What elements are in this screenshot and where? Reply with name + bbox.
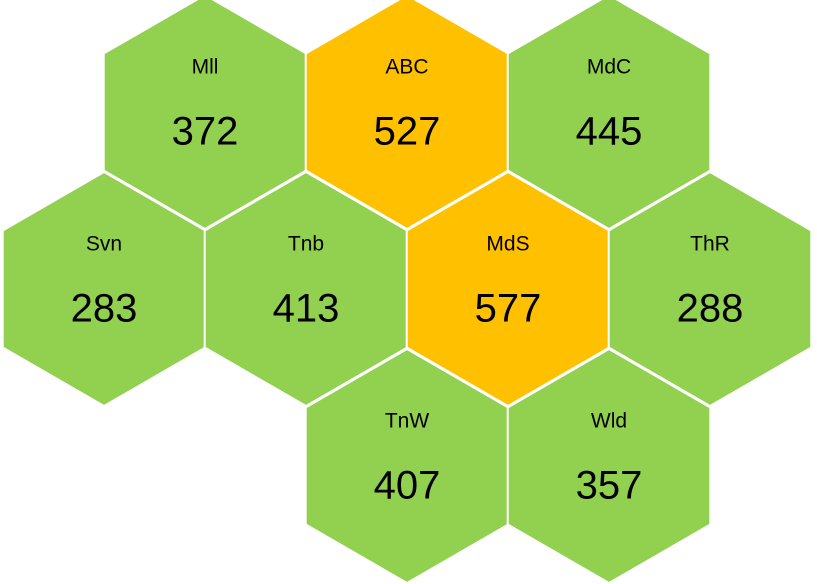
tile-label: TnW bbox=[385, 410, 430, 433]
hex-tile bbox=[607, 170, 813, 408]
tile-value: 357 bbox=[576, 464, 643, 508]
tile-value: 577 bbox=[475, 287, 542, 331]
tile-label: Tnb bbox=[288, 233, 324, 256]
tile-label: Svn bbox=[86, 233, 122, 256]
tile-label: Mll bbox=[192, 56, 219, 79]
tile-label: MdS bbox=[486, 233, 529, 256]
tile-value: 527 bbox=[374, 110, 441, 154]
tile-value: 288 bbox=[677, 287, 744, 331]
tile-label: Wld bbox=[591, 410, 627, 433]
tile-label: ThR bbox=[690, 233, 730, 256]
hex-tile bbox=[506, 347, 712, 584]
tile-value: 445 bbox=[576, 110, 643, 154]
tile-value: 372 bbox=[172, 110, 239, 154]
tile-value: 407 bbox=[374, 464, 441, 508]
tile-label: MdC bbox=[587, 56, 631, 79]
tile-label: ABC bbox=[385, 56, 428, 79]
tile-value: 413 bbox=[273, 287, 340, 331]
tile-value: 283 bbox=[71, 287, 138, 331]
hex-tile bbox=[506, 0, 712, 231]
